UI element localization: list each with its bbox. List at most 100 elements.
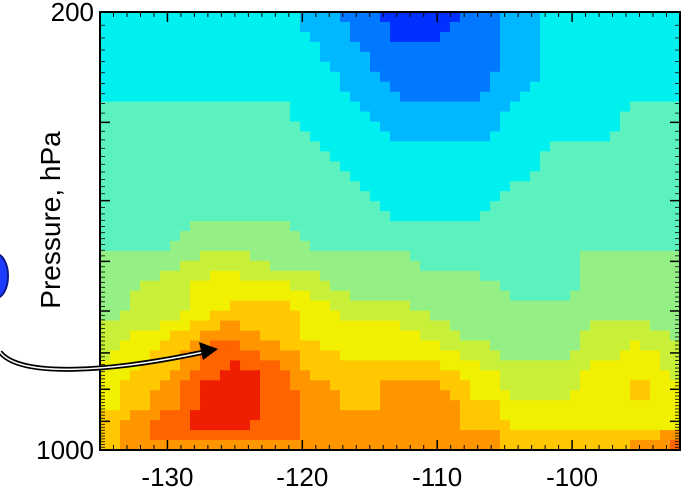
heatmap-cell: [570, 191, 581, 202]
heatmap-cell: [590, 191, 601, 202]
heatmap-cell: [320, 211, 331, 222]
heatmap-cell: [220, 131, 231, 142]
heatmap-cell: [260, 41, 271, 53]
heatmap-cell: [300, 440, 311, 450]
heatmap-cell: [200, 440, 211, 450]
heatmap-cell: [430, 260, 441, 272]
heatmap-cell: [350, 21, 361, 33]
heatmap-cell: [450, 41, 461, 53]
heatmap-cell: [160, 290, 171, 302]
heatmap-cell: [670, 270, 680, 282]
heatmap-cell: [650, 320, 661, 332]
heatmap-cell: [570, 420, 581, 431]
heatmap-cell: [100, 41, 111, 53]
heatmap-cell: [350, 51, 361, 63]
heatmap-cell: [200, 330, 211, 342]
heatmap-cell: [630, 31, 641, 43]
heatmap-cell: [270, 380, 281, 391]
heatmap-cell: [580, 101, 591, 113]
heatmap-cell: [540, 101, 551, 113]
heatmap-cell: [210, 290, 221, 302]
heatmap-cell: [460, 250, 471, 262]
heatmap-cell: [470, 41, 481, 53]
heatmap-cell: [530, 300, 541, 312]
heatmap-cell: [620, 211, 631, 222]
heatmap-cell: [580, 400, 591, 411]
heatmap-cell: [410, 81, 421, 93]
heatmap-cell: [610, 81, 621, 93]
heatmap-cell: [120, 51, 131, 63]
heatmap-cell: [120, 211, 131, 222]
heatmap-cell: [490, 121, 501, 133]
heatmap-cell: [160, 340, 171, 352]
heatmap-cell: [200, 280, 211, 292]
heatmap-cell: [100, 240, 111, 252]
heatmap-cell: [500, 131, 511, 142]
heatmap-cell: [530, 201, 541, 212]
heatmap-cell: [160, 201, 171, 212]
heatmap-cell: [390, 360, 401, 371]
heatmap-cell: [300, 270, 311, 282]
heatmap-cell: [400, 410, 411, 421]
heatmap-cell: [560, 250, 571, 262]
heatmap-cell: [150, 161, 161, 172]
heatmap-cell: [200, 250, 211, 262]
heatmap-cell: [190, 300, 201, 312]
heatmap-cell: [380, 51, 391, 63]
heatmap-cell: [210, 221, 221, 232]
heatmap-cell: [460, 390, 471, 401]
heatmap-cell: [330, 360, 341, 371]
heatmap-cell: [550, 231, 561, 242]
heatmap-cell: [170, 51, 181, 63]
heatmap-cell: [370, 430, 381, 441]
heatmap-cell: [610, 410, 621, 421]
heatmap-cell: [630, 350, 641, 361]
heatmap-cell: [230, 211, 241, 222]
heatmap-cell: [430, 290, 441, 302]
heatmap-cell: [320, 300, 331, 312]
heatmap-cell: [280, 290, 291, 302]
heatmap-cell: [290, 111, 301, 123]
heatmap-cell: [120, 201, 131, 212]
heatmap-cell: [130, 171, 141, 182]
heatmap-cell: [490, 310, 501, 322]
heatmap-cell: [210, 211, 221, 222]
heatmap-cell: [310, 91, 321, 103]
heatmap-cell: [340, 141, 351, 152]
heatmap-cell: [220, 21, 231, 33]
heatmap-cell: [310, 410, 321, 421]
heatmap-cell: [180, 71, 191, 83]
heatmap-cell: [530, 101, 541, 113]
heatmap-cell: [570, 270, 581, 282]
heatmap-cell: [270, 370, 281, 381]
heatmap-cell: [130, 310, 141, 322]
heatmap-cell: [360, 81, 371, 93]
heatmap-cell: [500, 231, 511, 242]
heatmap-cell: [600, 191, 611, 202]
heatmap-cell: [260, 211, 271, 222]
heatmap-cell: [270, 121, 281, 133]
heatmap-cell: [240, 71, 251, 83]
heatmap-cell: [290, 410, 301, 421]
heatmap-cell: [270, 300, 281, 312]
heatmap-cell: [230, 330, 241, 342]
heatmap-cell: [500, 201, 511, 212]
heatmap-cell: [330, 440, 341, 450]
heatmap-cell: [290, 221, 301, 232]
heatmap-cell: [620, 380, 631, 391]
heatmap-cell: [530, 91, 541, 103]
heatmap-cell: [410, 71, 421, 83]
heatmap-cell: [450, 181, 461, 192]
heatmap-cell: [230, 171, 241, 182]
y-tick-label: 1000: [36, 435, 94, 465]
heatmap-cell: [230, 310, 241, 322]
heatmap-cell: [260, 340, 271, 352]
heatmap-cell: [170, 61, 181, 73]
heatmap-cell: [460, 81, 471, 93]
heatmap-cell: [240, 61, 251, 73]
heatmap-cell: [640, 121, 651, 133]
heatmap-cell: [100, 61, 111, 73]
heatmap-cell: [290, 380, 301, 391]
heatmap-cell: [330, 41, 341, 53]
heatmap-cell: [450, 300, 461, 312]
